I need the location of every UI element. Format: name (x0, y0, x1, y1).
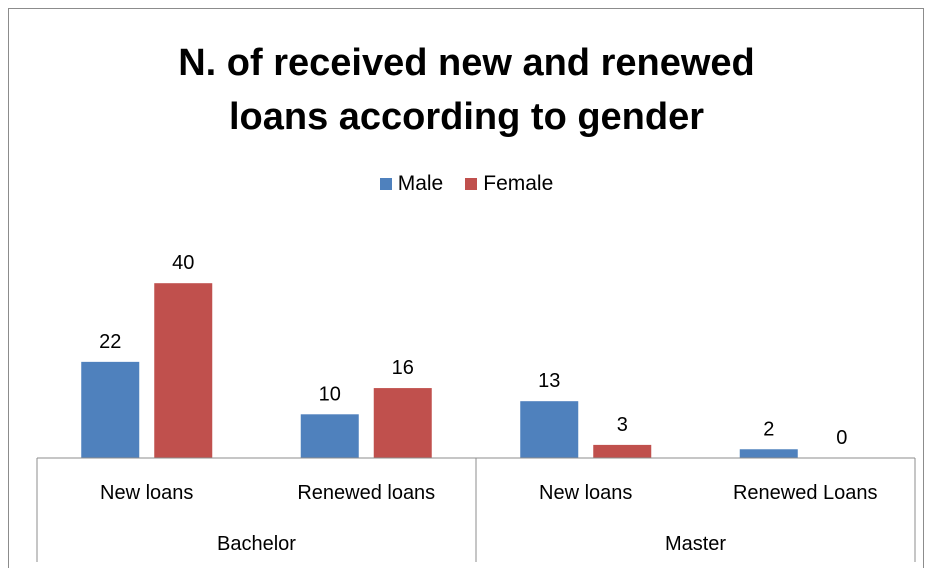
chart-title: N. of received new and renewed loans acc… (0, 36, 933, 144)
bar-female-0 (154, 283, 213, 458)
chart-title-line-1: N. of received new and renewed (178, 42, 755, 84)
value-label-male-1: 10 (319, 383, 341, 405)
value-label-male-3: 2 (763, 418, 774, 440)
bar-male-3 (739, 449, 798, 458)
bar-male-1 (300, 414, 359, 458)
legend-label-male: Male (397, 172, 444, 195)
legend-swatch-male (379, 178, 392, 190)
group-label-bachelor: Bachelor (217, 533, 296, 555)
category-label-3: Renewed Loans (733, 482, 878, 504)
bar-female-1 (373, 388, 432, 458)
legend-item-male: Male (379, 172, 444, 196)
bar-female-2 (593, 444, 652, 458)
category-label-1: Renewed loans (297, 482, 435, 504)
legend-item-female: Female (465, 172, 553, 196)
bar-male-0 (81, 361, 140, 458)
value-label-female-3: 0 (836, 427, 847, 449)
chart-legend: Male Female (0, 172, 933, 196)
value-label-male-2: 13 (538, 370, 560, 392)
legend-swatch-female (465, 178, 478, 190)
category-label-2: New loans (539, 482, 632, 504)
category-label-0: New loans (100, 482, 193, 504)
group-label-master: Master (665, 533, 726, 555)
legend-label-female: Female (483, 172, 554, 195)
bar-male-2 (520, 401, 579, 458)
value-label-male-0: 22 (99, 331, 121, 353)
chart-title-line-2: loans according to gender (228, 96, 705, 138)
value-label-female-2: 3 (617, 414, 628, 436)
value-label-female-1: 16 (392, 357, 414, 379)
value-label-female-0: 40 (172, 252, 194, 274)
